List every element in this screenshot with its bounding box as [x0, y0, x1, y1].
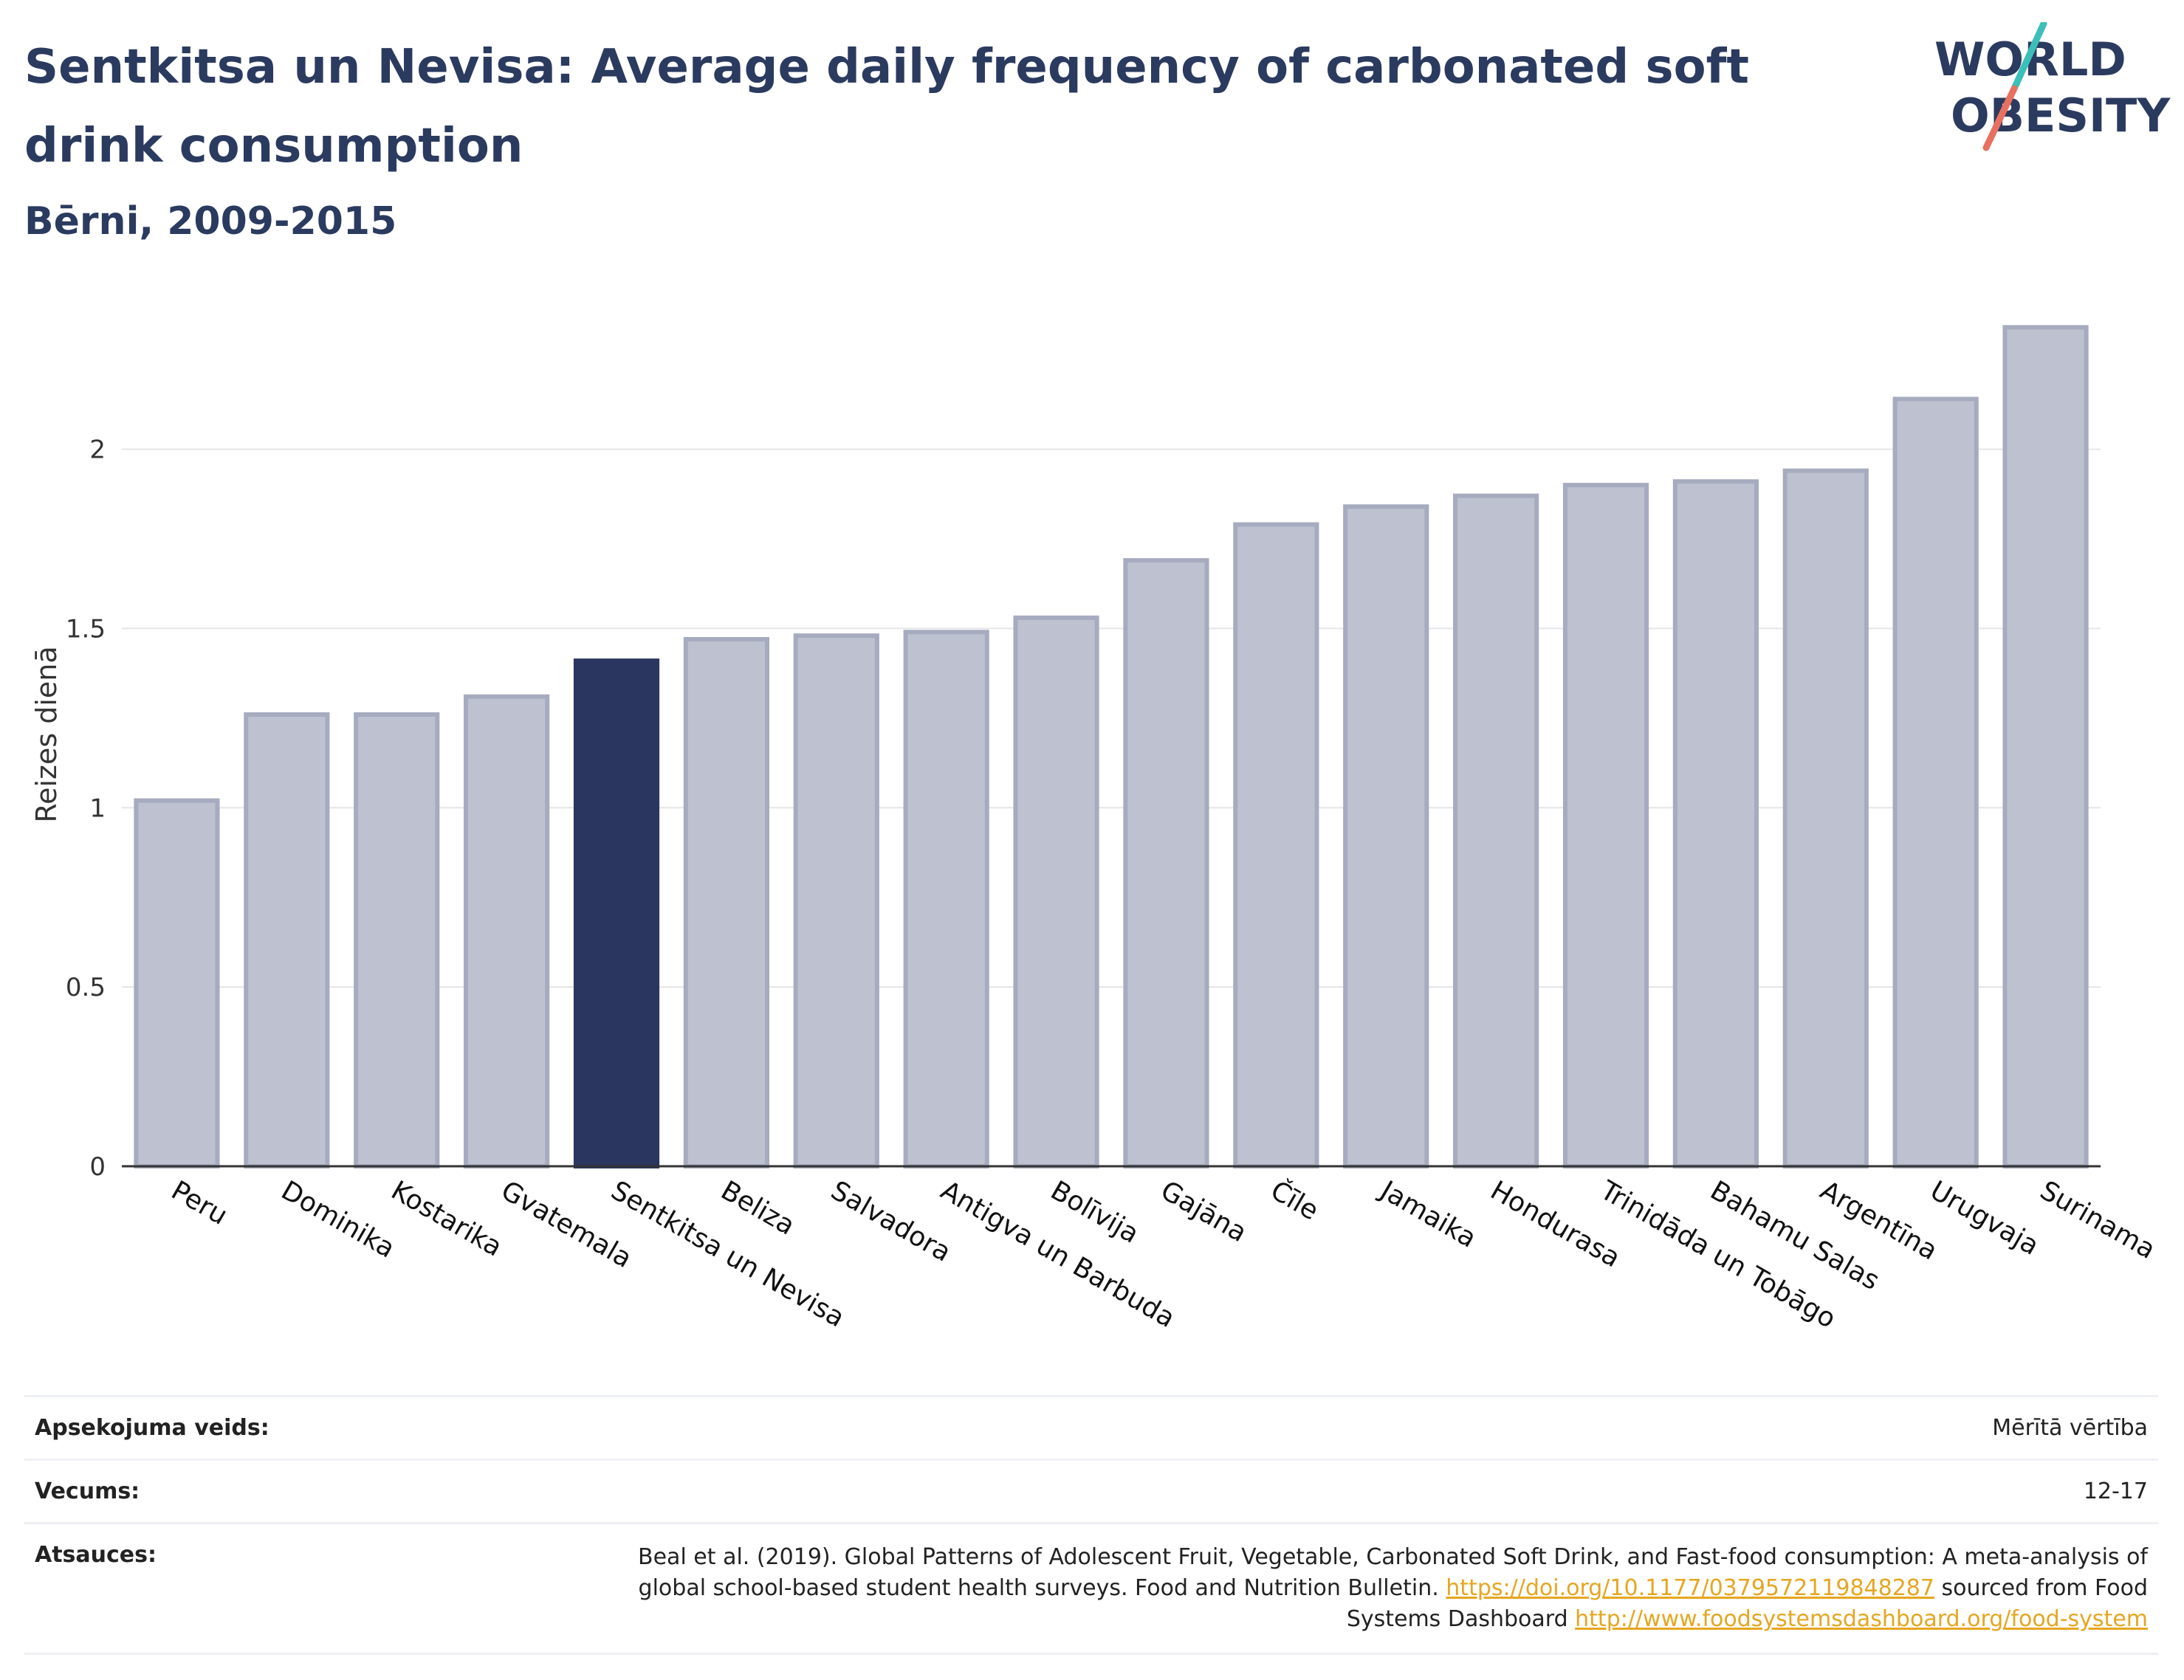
- y-tick-label: 0: [89, 1152, 106, 1182]
- bar[interactable]: [1013, 615, 1099, 1169]
- x-tick-label: Čīle: [1266, 1174, 1324, 1226]
- bar[interactable]: [1562, 483, 1649, 1168]
- sources-text-2: sourced from Food Systems Dashboard: [1346, 1575, 2148, 1632]
- bar[interactable]: [683, 637, 769, 1168]
- bar[interactable]: [464, 694, 550, 1168]
- logo-slash-coral: [1982, 85, 2018, 151]
- age-label: Vecums:: [35, 1478, 140, 1504]
- chart-title: Sentkitsa un Nevisa: Average daily frequ…: [24, 40, 1749, 173]
- logo-slash-teal: [2010, 22, 2047, 92]
- age-row: Vecums: 12-17: [24, 1459, 2158, 1522]
- bar[interactable]: [244, 712, 330, 1168]
- x-tick-label: Kostarika: [386, 1175, 507, 1262]
- x-tick-label: Urugvaja: [1925, 1175, 2044, 1261]
- y-tick-label: 2: [89, 436, 106, 465]
- sources-row: Atsauces: Beal et al. (2019). Global Pat…: [24, 1522, 2158, 1655]
- y-tick-label: 1.5: [66, 614, 106, 644]
- bar[interactable]: [1343, 504, 1429, 1168]
- bar[interactable]: [1233, 522, 1319, 1169]
- x-tick-label: Gajāna: [1155, 1175, 1251, 1248]
- x-tick-label: Dominika: [276, 1175, 400, 1264]
- bar[interactable]: [354, 712, 440, 1168]
- world-obesity-logo: WORLD OBESITY: [1934, 22, 2171, 151]
- chart-subtitle: Bērni, 2009-2015: [24, 199, 397, 244]
- x-tick-label: Peru: [166, 1175, 233, 1231]
- bar[interactable]: [793, 633, 879, 1168]
- x-tick-label: Jamaika: [1374, 1174, 1481, 1254]
- bar[interactable]: [1453, 493, 1539, 1168]
- doi-link[interactable]: https://doi.org/10.1177/0379572119848287: [1446, 1575, 1934, 1601]
- logo-line-obesity: OBESITY: [1951, 89, 2171, 142]
- bar[interactable]: [2002, 325, 2089, 1168]
- x-tick-label: Surinama: [2035, 1175, 2160, 1265]
- survey-type-row: Apsekojuma veids: Mērītā vērtība: [24, 1395, 2158, 1459]
- x-tick-label: Beliza: [715, 1175, 800, 1241]
- metadata-table: Apsekojuma veids: Mērītā vērtība Vecums:…: [24, 1395, 2158, 1655]
- bar[interactable]: [573, 658, 660, 1168]
- bar[interactable]: [134, 798, 220, 1168]
- bar[interactable]: [1892, 396, 1979, 1169]
- survey-type-label: Apsekojuma veids:: [35, 1415, 269, 1441]
- sources-text-1: Beal et al. (2019). Global Patterns of A…: [638, 1544, 2148, 1601]
- y-axis-label: Reizes dienā: [30, 646, 63, 822]
- bar[interactable]: [1672, 479, 1759, 1168]
- sources-label: Atsauces:: [35, 1542, 157, 1568]
- food-systems-link[interactable]: http://www.foodsystemsdashboard.org/food…: [1575, 1606, 2148, 1632]
- bar[interactable]: [903, 630, 989, 1168]
- bar[interactable]: [1782, 468, 1869, 1168]
- bar[interactable]: [1123, 558, 1209, 1168]
- y-tick-label: 1: [89, 793, 106, 823]
- age-value: 12-17: [2083, 1478, 2148, 1504]
- y-tick-label: 0.5: [66, 973, 106, 1002]
- sources-value: Beal et al. (2019). Global Patterns of A…: [583, 1542, 2148, 1635]
- bar-chart: 0 0.5 1 1.5 2 Reizes dienā Peru DominikaKostari…: [30, 325, 2160, 1335]
- survey-type-value: Mērītā vērtība: [1992, 1415, 2148, 1441]
- x-tick-label: Salvadora: [825, 1175, 955, 1268]
